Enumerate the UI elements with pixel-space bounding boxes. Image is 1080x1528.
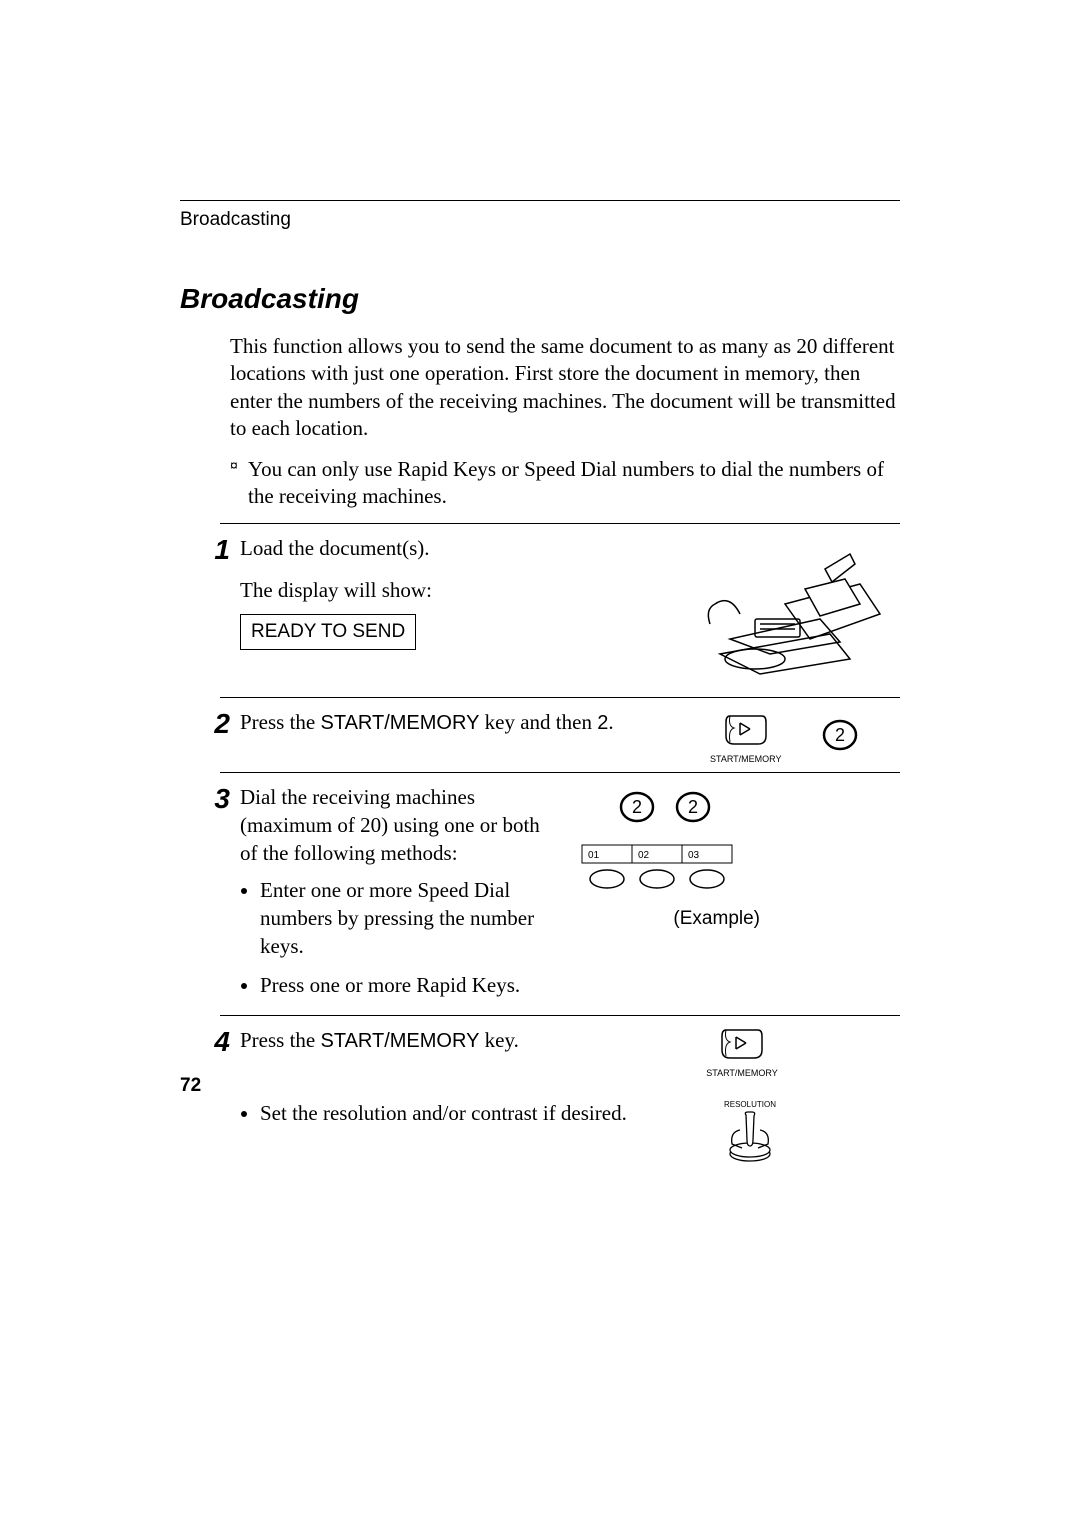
bullet-item: Enter one or more Speed Dial numbers by … [260,876,560,961]
step-2-text: Press the START/MEMORY key and then 2. [240,708,710,765]
text-fragment: key and then [479,710,597,734]
note-bullet-icon: ¤ [230,456,248,511]
number-2-key-icon: 2 [619,789,655,825]
resolution-caption: RESOLUTION [720,1100,780,1111]
number-key-figure: 2 [822,717,858,760]
step-1-text: Load the document(s). The display will s… [240,534,700,691]
step-4-bullets: Set the resolution and/or contrast if de… [240,1099,700,1127]
step-separator [220,697,900,698]
step-3-figure: 2 2 01 02 03 [570,783,760,1009]
number-2-key-icon: 2 [675,789,711,825]
bullet-item: Press one or more Rapid Keys. [260,971,560,999]
svg-text:03: 03 [688,850,700,861]
svg-text:2: 2 [835,725,845,745]
step-number: 3 [180,783,240,1009]
text-fragment: Press the [240,710,321,734]
key-name: START/MEMORY [321,712,480,734]
start-memory-key-icon [720,1026,764,1060]
step-number: 1 [180,534,240,691]
step-4-figure: START/MEMORY RESOLUTION [710,1026,900,1170]
svg-text:2: 2 [632,797,642,817]
fax-machine-icon [700,534,900,684]
step-4-text: Press the START/MEMORY key. Set the reso… [240,1026,710,1170]
step-1-line2: The display will show: [240,576,690,604]
page-number: 72 [180,1075,201,1097]
page-title: Broadcasting [180,283,900,315]
page-content: Broadcasting Broadcasting This function … [180,200,900,1174]
step-number: 2 [180,708,240,765]
rapid-keys-figure: 01 02 03 [580,843,760,900]
start-memory-button-figure: START/MEMORY [710,712,782,765]
note-row: ¤ You can only use Rapid Keys or Speed D… [230,456,900,511]
note-text: You can only use Rapid Keys or Speed Dia… [248,456,900,511]
start-memory-button-figure: START/MEMORY [720,1026,900,1079]
intro-paragraph: This function allows you to send the sam… [230,333,900,442]
number-2-key-icon: 2 [822,717,858,753]
text-fragment: key. [479,1028,518,1052]
step-separator [220,772,900,773]
bullet-item: Set the resolution and/or contrast if de… [260,1099,700,1127]
example-caption: (Example) [570,906,760,932]
svg-text:01: 01 [588,850,600,861]
step-3-bullets: Enter one or more Speed Dial numbers by … [240,876,560,999]
number-keys-row: 2 2 [570,789,760,825]
text-fragment: . [608,710,613,734]
key-caption: START/MEMORY [710,753,782,765]
svg-text:2: 2 [688,797,698,817]
resolution-button-figure: RESOLUTION [720,1100,900,1170]
step-3: 3 Dial the receiving machines (maximum o… [180,783,900,1009]
step-3-lead: Dial the receiving machines (maximum of … [240,783,560,868]
step-4: 4 Press the START/MEMORY key. Set the re… [180,1026,900,1170]
rapid-keys-icon: 01 02 03 [580,843,740,893]
step-2-figure: START/MEMORY 2 [710,708,900,765]
fax-loading-figure [700,534,900,691]
start-memory-key-icon [724,712,768,746]
step-separator [220,1015,900,1016]
key-name: START/MEMORY [321,1030,480,1052]
step-1-line1: Load the document(s). [240,534,690,562]
step-number: 4 [180,1026,240,1170]
text-fragment: Press the [240,1028,321,1052]
digit-name: 2 [597,712,608,734]
top-rule [180,200,900,201]
running-header: Broadcasting [180,209,900,231]
step-1: 1 Load the document(s). The display will… [180,534,900,691]
step-separator [220,523,900,524]
svg-text:02: 02 [638,850,650,861]
step-3-text: Dial the receiving machines (maximum of … [240,783,570,1009]
key-caption: START/MEMORY [702,1067,782,1079]
step-2: 2 Press the START/MEMORY key and then 2.… [180,708,900,765]
lcd-display: READY TO SEND [240,614,416,650]
resolution-press-icon [720,1110,780,1162]
